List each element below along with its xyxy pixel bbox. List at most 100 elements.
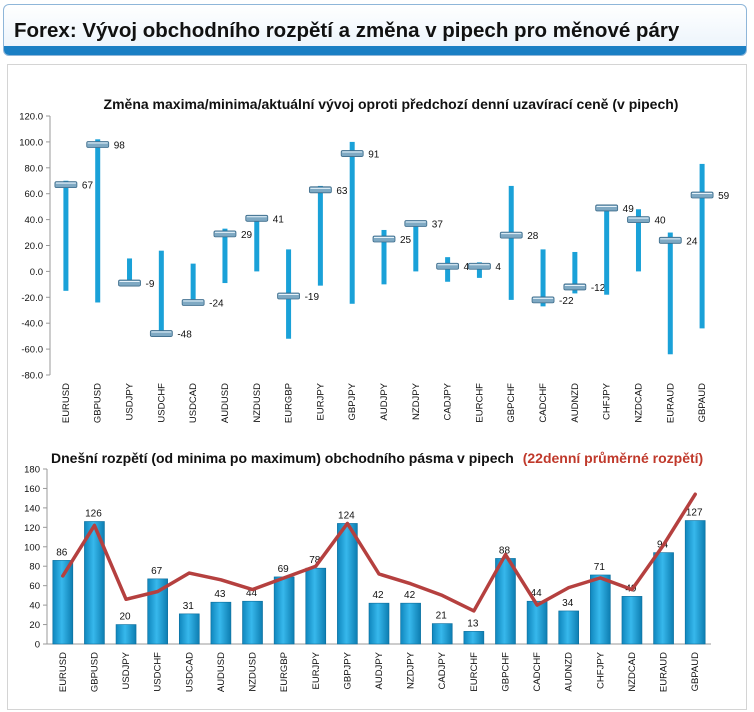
- category-label: NZDJPY: [411, 382, 422, 420]
- data-label: 88: [499, 545, 511, 556]
- range-bar: [210, 601, 232, 645]
- data-label: 29: [241, 230, 253, 241]
- range-bar: [317, 185, 323, 286]
- current-marker: [595, 204, 619, 212]
- category-label: EURJPY: [311, 651, 322, 689]
- page-header: Forex: Vývoj obchodního rozpětí a změna …: [3, 4, 747, 56]
- y-tick-label: 60.0: [25, 189, 44, 200]
- current-marker: [149, 330, 173, 337]
- range-bar: [540, 249, 546, 307]
- category-label: AUDJPY: [374, 651, 385, 689]
- range-bar: [222, 228, 228, 284]
- current-marker: [658, 236, 682, 244]
- data-label: 31: [183, 601, 195, 612]
- data-label: 91: [368, 150, 380, 161]
- current-marker: [181, 299, 205, 306]
- y-tick-label: 80: [29, 562, 40, 573]
- current-marker: [563, 283, 587, 291]
- category-label: CHFJPY: [602, 382, 613, 420]
- category-label: EURAUD: [659, 652, 670, 692]
- range-bar: [604, 205, 610, 295]
- category-label: GBPJPY: [347, 382, 358, 420]
- category-label: GBPAUD: [690, 652, 701, 692]
- category-label: AUDUSD: [220, 383, 231, 423]
- range-bar: [273, 576, 295, 645]
- y-tick-label: 180: [24, 465, 40, 476]
- range-bar: [572, 251, 578, 294]
- current-marker: [245, 214, 269, 222]
- data-label: 4: [495, 262, 501, 273]
- data-label: 69: [278, 564, 290, 575]
- y-tick-label: 140: [24, 503, 40, 514]
- y-tick-label: 20: [29, 620, 40, 631]
- data-label: 20: [119, 612, 131, 623]
- data-label: 28: [527, 231, 539, 242]
- chart2-title-main: Dnešní rozpětí (od minima po maximum) ob…: [51, 450, 514, 466]
- category-label: USDCAD: [188, 383, 199, 423]
- y-tick-label: 40.0: [25, 215, 44, 226]
- chart1-title: Změna maxima/minima/aktuální vývoj oprot…: [104, 96, 679, 112]
- current-marker: [86, 141, 110, 148]
- current-marker: [54, 181, 78, 189]
- current-marker: [690, 191, 714, 199]
- category-label: EURCHF: [474, 383, 485, 423]
- y-tick-label: 160: [24, 484, 40, 495]
- range-bar: [242, 600, 263, 645]
- daily-range-chart: Dnešní rozpětí (od minima po maximum) ob…: [24, 450, 711, 692]
- y-tick-label: 100.0: [19, 137, 43, 148]
- range-bar: [95, 139, 101, 303]
- category-label: NZDJPY: [406, 651, 417, 689]
- category-label: GBPAUD: [697, 383, 708, 423]
- category-label: EURUSD: [61, 383, 72, 423]
- y-tick-label: 60: [29, 581, 40, 592]
- category-label: CADJPY: [443, 382, 454, 420]
- range-bar: [558, 610, 580, 645]
- data-label: -12: [591, 283, 606, 294]
- category-label: NZDCAD: [627, 652, 638, 692]
- range-bar: [178, 613, 200, 645]
- range-bar: [526, 600, 548, 645]
- range-bar: [653, 552, 674, 645]
- range-bar: [400, 602, 421, 645]
- range-bar: [127, 258, 133, 285]
- range-bar: [495, 558, 516, 645]
- category-label: NZDUSD: [248, 652, 259, 692]
- category-label: NZDUSD: [252, 383, 263, 423]
- range-bar: [635, 209, 641, 272]
- current-marker: [118, 279, 141, 287]
- range-bar: [52, 560, 74, 645]
- data-label: 67: [82, 181, 94, 192]
- category-label: GBPUSD: [89, 652, 100, 692]
- category-label: GBPCHF: [500, 652, 511, 692]
- data-label: 98: [114, 140, 126, 151]
- category-label: AUDNZD: [570, 383, 581, 423]
- range-bar: [684, 520, 706, 645]
- data-label: -22: [559, 296, 574, 307]
- data-label: 63: [336, 186, 348, 197]
- category-label: AUDNZD: [564, 652, 575, 692]
- category-label: EURJPY: [315, 382, 326, 420]
- data-label: 25: [400, 235, 412, 246]
- average-range-line: [61, 492, 697, 613]
- category-label: USDJPY: [125, 382, 136, 420]
- y-tick-label: -40.0: [21, 319, 43, 330]
- data-label: 86: [56, 547, 68, 558]
- range-bar: [431, 623, 453, 645]
- page-title: Forex: Vývoj obchodního rozpětí a změna …: [14, 19, 680, 42]
- data-label: 42: [372, 590, 384, 601]
- data-label: 37: [432, 219, 444, 230]
- data-label: 43: [214, 589, 226, 600]
- data-label: -9: [146, 279, 155, 290]
- category-label: GBPUSD: [93, 383, 104, 423]
- range-bar: [305, 567, 327, 645]
- category-label: EURGBP: [279, 652, 290, 692]
- current-marker: [277, 292, 300, 300]
- range-bar: [84, 521, 105, 645]
- category-label: CADCHF: [532, 652, 543, 692]
- data-label: -19: [305, 292, 320, 303]
- content-frame: [7, 64, 747, 710]
- data-label: 40: [654, 216, 666, 227]
- category-label: USDCAD: [184, 652, 195, 692]
- range-change-chart: Změna maxima/minima/aktuální vývoj oprot…: [19, 96, 729, 423]
- current-marker: [372, 235, 396, 243]
